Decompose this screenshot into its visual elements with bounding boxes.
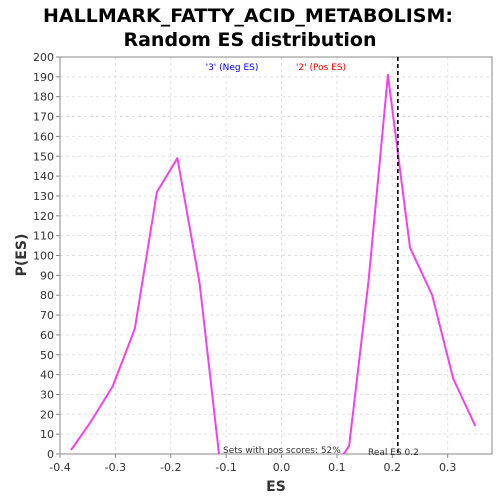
y-tick-label: 150 [33, 150, 54, 163]
x-tick-label: -0.2 [160, 461, 181, 474]
y-tick-label: 140 [33, 170, 54, 183]
y-tick-label: 110 [33, 230, 54, 243]
y-tick-label: 170 [33, 111, 54, 124]
y-tick-label: 0 [47, 448, 54, 461]
y-axis: 0 10 20 30 40 50 60 70 80 90 100 110 120 130 140 150 160… [33, 51, 60, 461]
y-tick-label: 20 [40, 408, 54, 421]
x-tick-label: -0.4 [49, 461, 70, 474]
y-tick-label: 80 [40, 289, 54, 302]
x-tick-label: -0.3 [105, 461, 126, 474]
y-tick-label: 100 [33, 250, 54, 263]
x-tick-label: 0.3 [439, 461, 457, 474]
chart-subtitle: Random ES distribution [123, 29, 376, 51]
pos-scores-annotation: Sets with pos scores: 52% [223, 446, 341, 456]
es-distribution-line-1 [70, 157, 220, 455]
y-tick-label: 30 [40, 388, 54, 401]
y-tick-label: 40 [40, 369, 54, 382]
y-tick-label: 10 [40, 428, 54, 441]
chart-title: HALLMARK_FATTY_ACID_METABOLISM: [43, 5, 453, 27]
y-tick-label: 70 [40, 309, 54, 322]
x-tick-label: 0.1 [328, 461, 346, 474]
x-axis: -0.4 -0.3 -0.2 -0.1 0.0 0.1 0.2 0.3 [49, 454, 456, 474]
y-axis-label: P(ES) [14, 234, 30, 277]
y-tick-label: 60 [40, 329, 54, 342]
es-distribution-line-2 [342, 73, 477, 455]
y-tick-label: 120 [33, 210, 54, 223]
legend-pos-es: '2' (Pos ES) [296, 63, 346, 73]
grid [59, 56, 492, 455]
y-tick-label: 50 [40, 349, 54, 362]
x-tick-label: -0.1 [215, 461, 236, 474]
x-tick-label: 0.2 [384, 461, 402, 474]
x-tick-label: 0.0 [273, 461, 291, 474]
y-tick-label: 130 [33, 190, 54, 203]
y-tick-label: 200 [33, 51, 54, 64]
y-tick-label: 90 [40, 269, 54, 282]
real-es-annotation: Real ES 0.2 [368, 448, 419, 458]
series-lines [70, 73, 477, 455]
y-tick-label: 190 [33, 71, 54, 84]
y-tick-label: 180 [33, 91, 54, 104]
legend-neg-es: '3' (Neg ES) [206, 63, 259, 73]
x-axis-label: ES [266, 479, 286, 495]
y-tick-label: 160 [33, 130, 54, 143]
